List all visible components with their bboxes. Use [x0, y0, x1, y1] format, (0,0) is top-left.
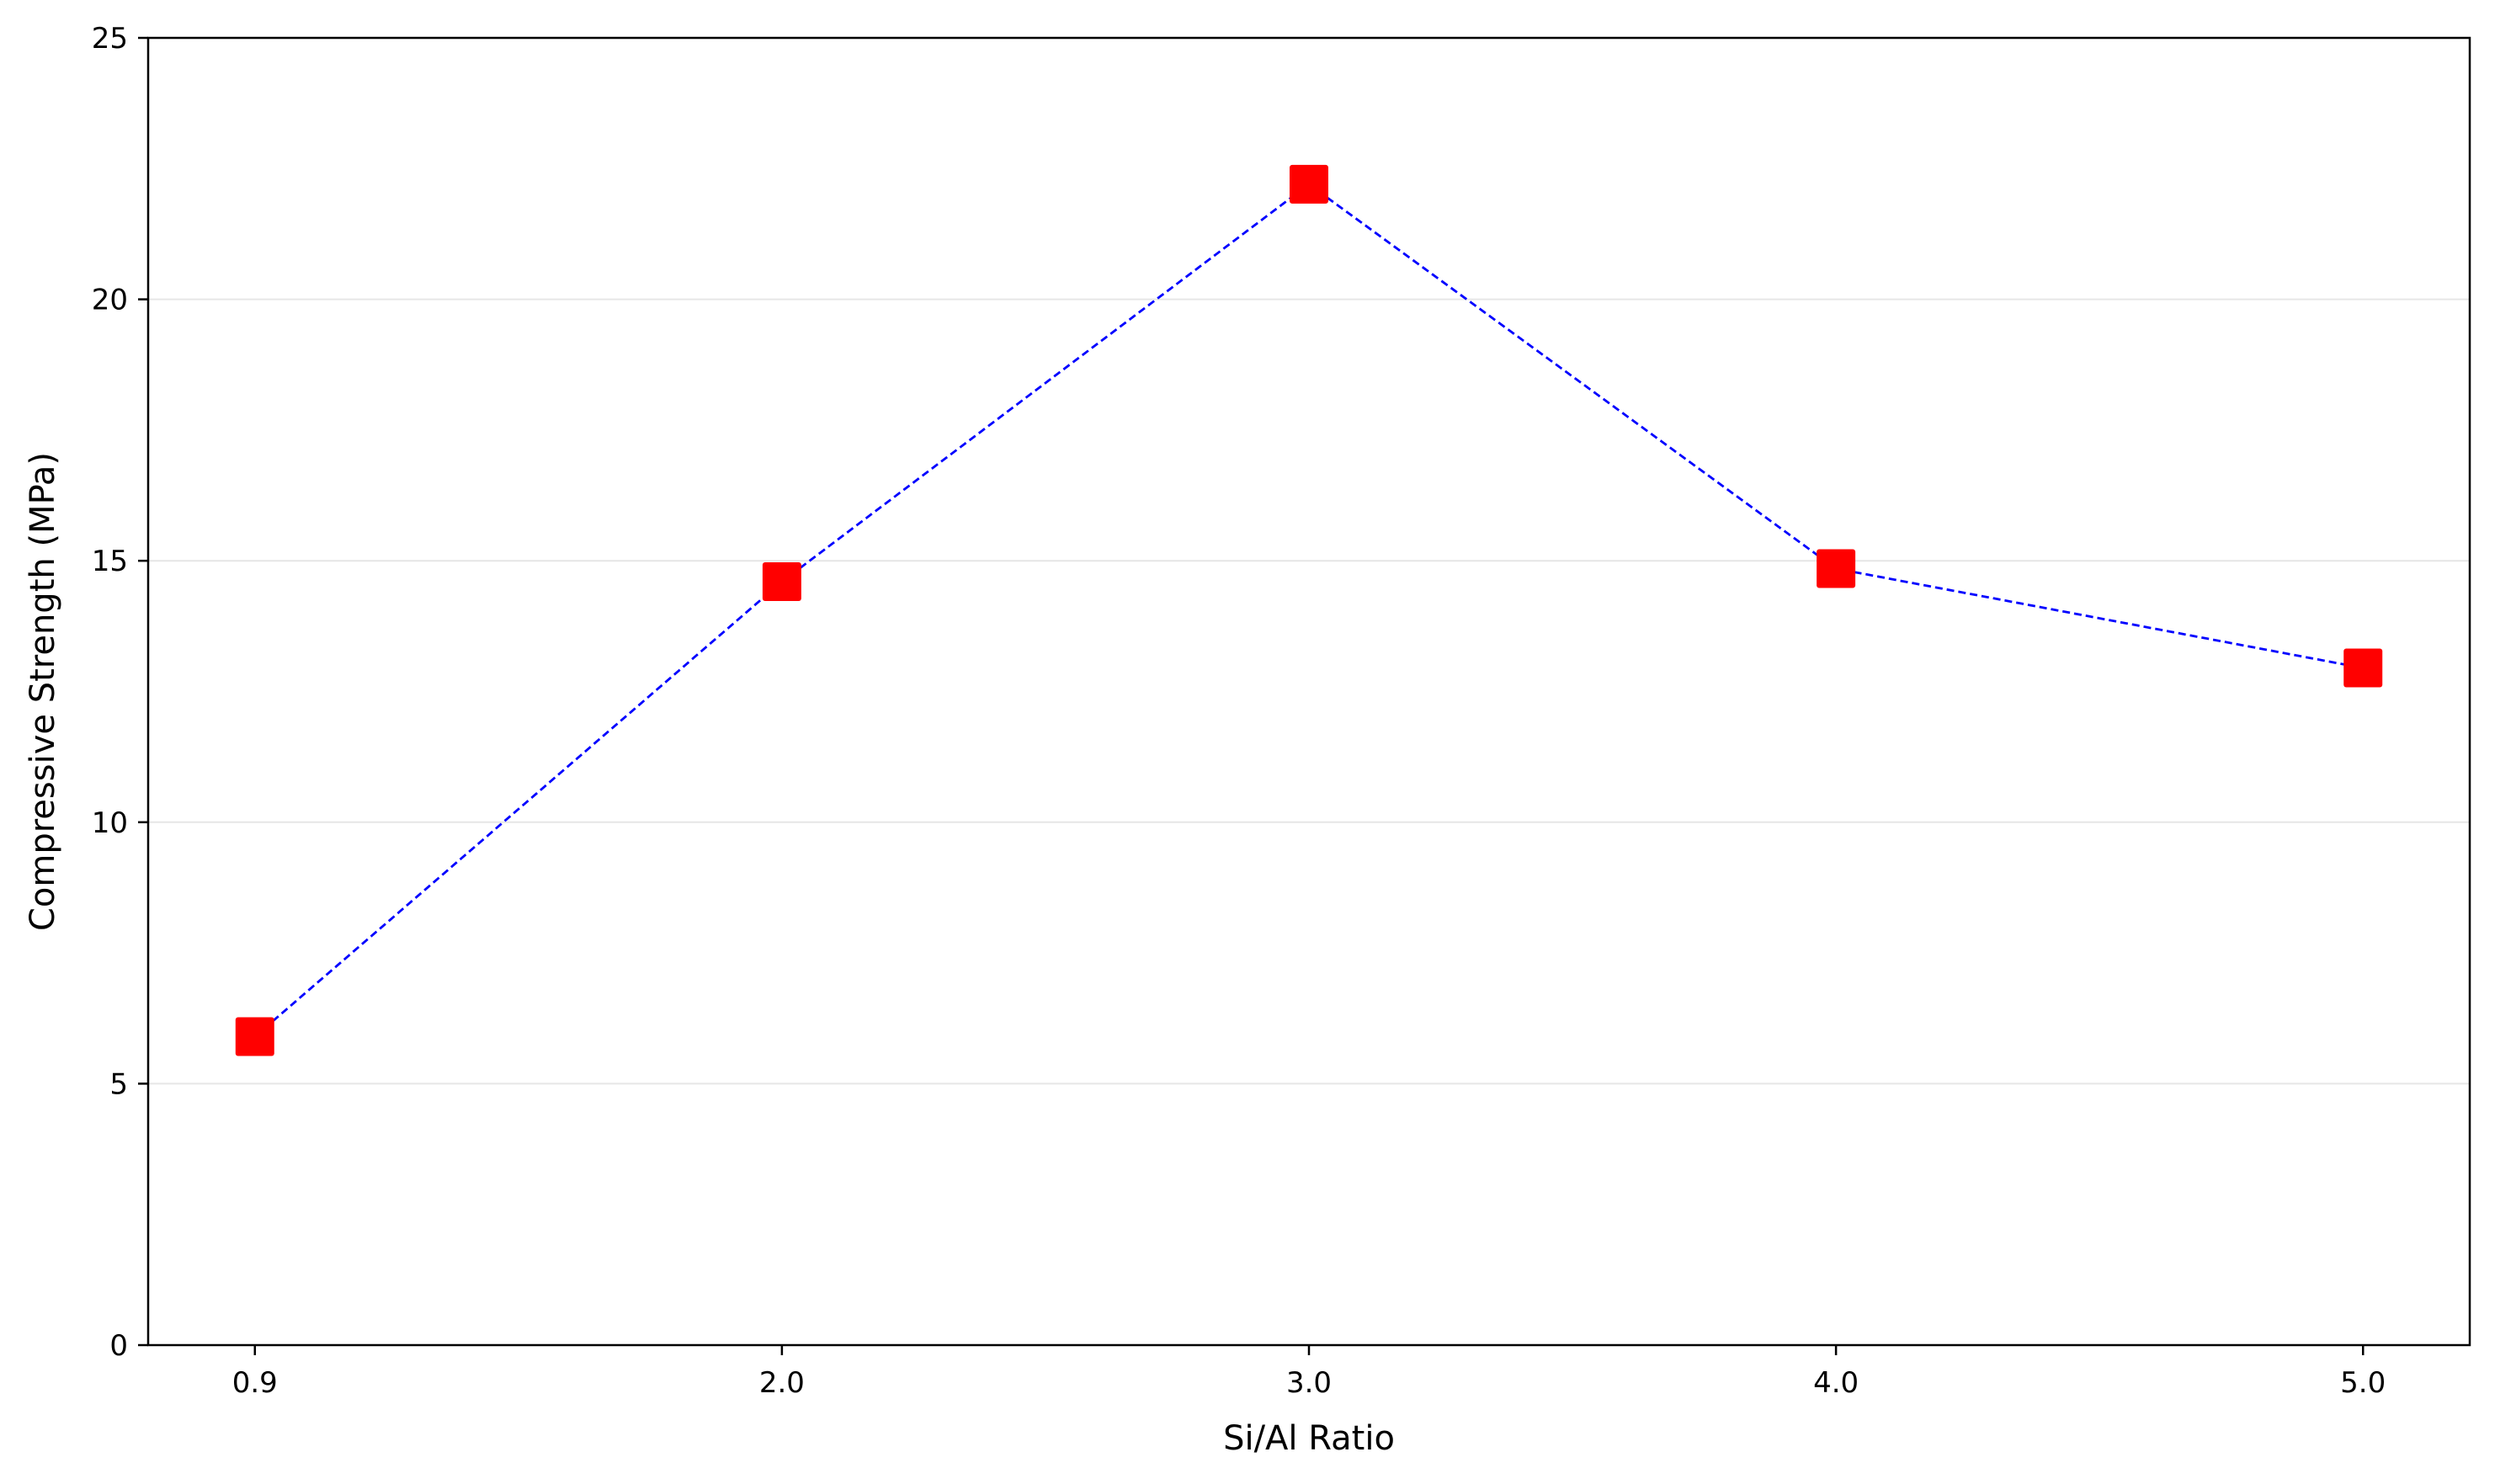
y-tick-label: 0	[109, 1329, 128, 1363]
y-tick-label: 15	[92, 545, 128, 578]
x-tick-label: 2.0	[759, 1366, 805, 1400]
data-point-marker	[762, 562, 801, 602]
series-line	[253, 183, 2364, 1038]
y-tick-label: 5	[109, 1067, 128, 1101]
y-tick-label: 25	[92, 22, 128, 56]
x-tick-label: 0.9	[232, 1366, 278, 1400]
x-axis-ticks: 0.9 2.0 3.0 4.0 5.0	[232, 1345, 2386, 1400]
series-layer	[235, 164, 2383, 1056]
y-tick-label: 10	[92, 806, 128, 840]
data-point-marker	[1290, 164, 1328, 204]
x-axis-label: Si/Al Ratio	[1223, 1419, 1395, 1458]
x-tick-label: 5.0	[2340, 1366, 2386, 1400]
data-point-marker	[235, 1017, 274, 1056]
grid-layer	[148, 298, 2470, 1085]
y-axis-label: Compressive Strength (MPa)	[24, 452, 62, 931]
data-point-marker	[2343, 648, 2383, 688]
data-point-marker	[1817, 549, 1856, 588]
y-axis-ticks: 0 5 10 15 20 25	[92, 22, 148, 1363]
y-tick-label: 20	[92, 284, 128, 317]
plot-frame	[146, 36, 2471, 1347]
x-tick-label: 4.0	[1813, 1366, 1859, 1400]
x-tick-label: 3.0	[1286, 1366, 1332, 1400]
